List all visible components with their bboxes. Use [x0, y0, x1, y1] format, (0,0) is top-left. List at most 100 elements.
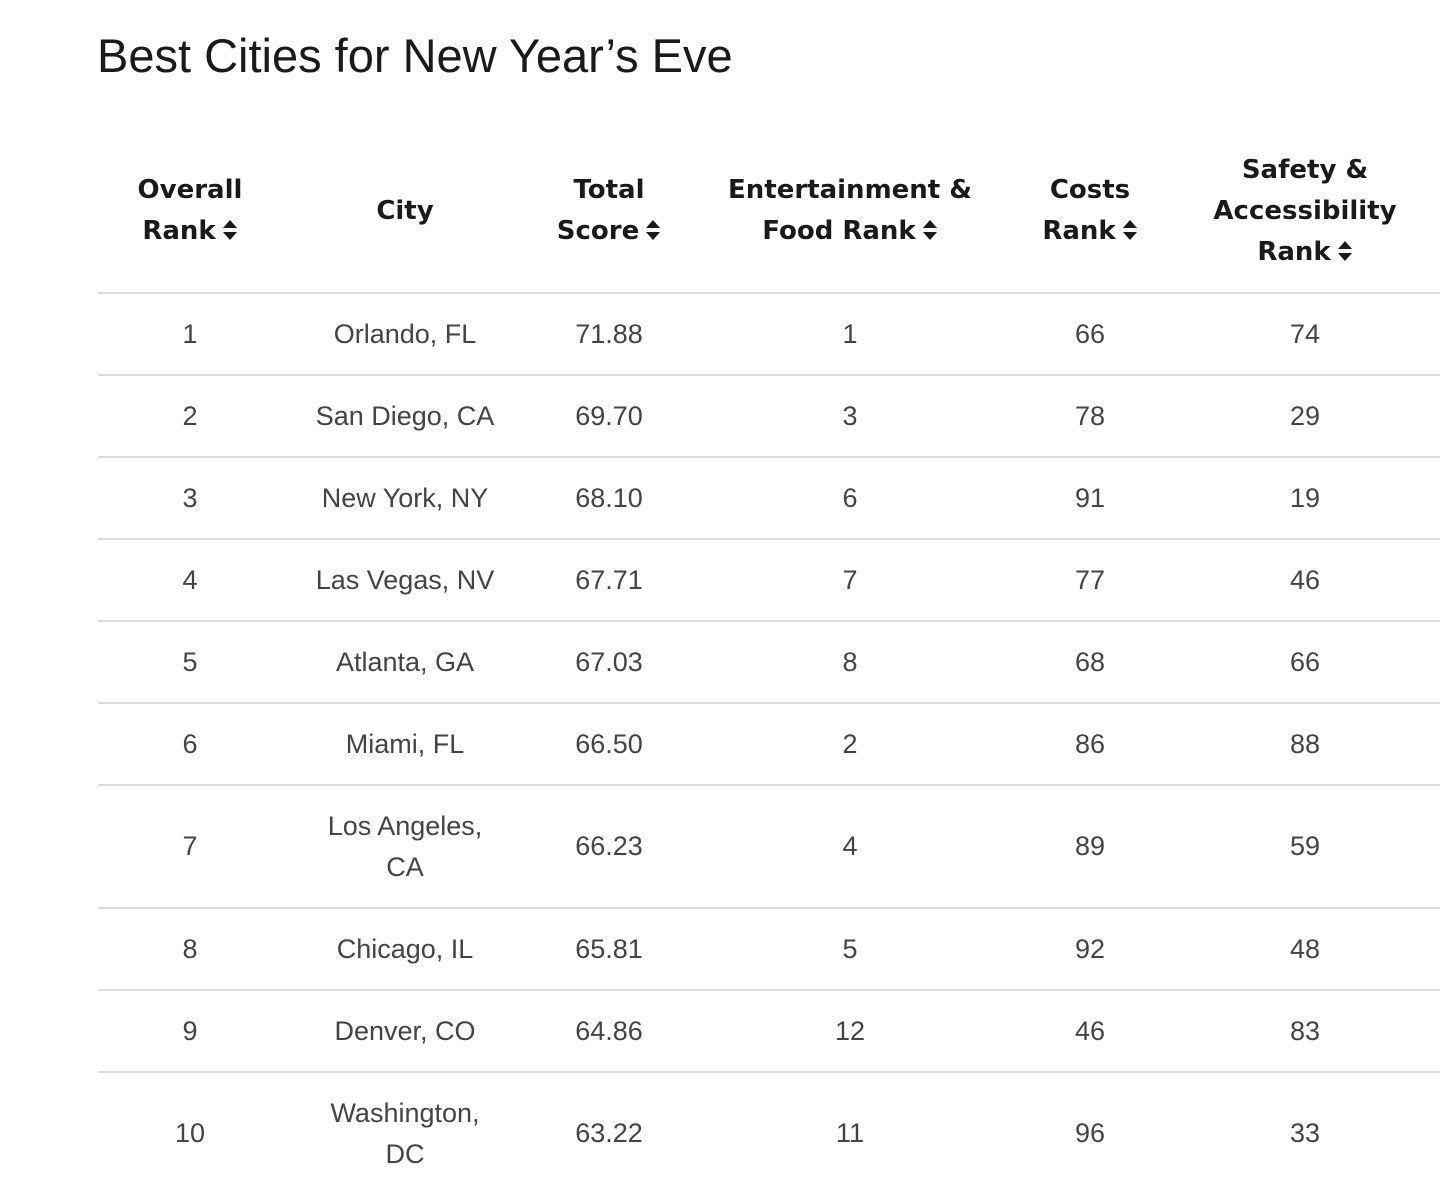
table-row: 8 Chicago, IL 65.81 5 92 48 — [98, 908, 1440, 991]
cell-city: Miami, FL — [282, 703, 528, 786]
cell-total-score: 66.23 — [528, 785, 690, 909]
city-name-line: DC — [385, 1138, 425, 1169]
cell-total-score: 67.71 — [528, 539, 690, 622]
table-row: 9 Denver, CO 64.86 12 46 83 — [98, 990, 1440, 1073]
table-header: Overall Rank City Total Score Entertainment &… — [98, 130, 1440, 294]
cell-costs-rank: 89 — [1010, 785, 1170, 909]
city-name-line: CA — [386, 851, 424, 882]
table-row: 10 Washington, DC 63.22 11 96 33 — [98, 1072, 1440, 1191]
cell-safety-accessibility-rank: 66 — [1170, 621, 1440, 704]
sort-updown-icon[interactable] — [222, 219, 238, 241]
cell-safety-accessibility-rank: 48 — [1170, 908, 1440, 991]
cell-entertainment-food-rank: 3 — [690, 375, 1010, 458]
sort-updown-icon[interactable] — [922, 219, 938, 241]
cell-city: San Diego, CA — [282, 375, 528, 458]
cell-costs-rank: 96 — [1074, 1118, 1106, 1148]
column-header-label: Total — [573, 175, 645, 205]
column-header-label: Safety & — [1241, 154, 1369, 185]
cell-city: Las Vegas, NV — [282, 539, 528, 622]
page-title: Best Cities for New Year’s Eve — [97, 29, 733, 82]
table-header-row: Overall Rank City Total Score Entertainment &… — [98, 130, 1440, 294]
cell-overall-rank: 8 — [98, 908, 282, 991]
cell-safety-accessibility-rank: 46 — [1170, 539, 1440, 622]
cell-costs-rank: 86 — [1010, 703, 1170, 786]
cell-safety-accessibility-rank: 33 — [1289, 1118, 1321, 1148]
column-header-label: Accessibility — [1213, 195, 1397, 226]
cell-overall-rank: 2 — [98, 375, 282, 458]
column-header-total-score[interactable]: Total Score — [528, 130, 690, 294]
column-header-label: Rank — [1042, 216, 1116, 246]
cell-overall-rank: 7 — [98, 785, 282, 909]
ranking-table: Overall Rank City Total Score Entertainment &… — [98, 130, 1440, 1191]
column-header-label: Score — [556, 216, 640, 246]
cell-total-score: 71.88 — [528, 293, 690, 376]
cell-costs-rank: 91 — [1010, 457, 1170, 540]
cell-costs-rank: 92 — [1010, 908, 1170, 991]
table-row: 3 New York, NY 68.10 6 91 19 — [98, 457, 1440, 540]
city-name-line: Atlanta, GA — [335, 646, 475, 677]
table-row: 7 Los Angeles, CA 66.23 4 89 59 — [98, 785, 1440, 909]
cell-entertainment-food-rank: 4 — [690, 785, 1010, 909]
cell-entertainment-food-rank: 6 — [690, 457, 1010, 540]
cell-safety-accessibility-rank: 83 — [1170, 990, 1440, 1073]
cell-city: Atlanta, GA — [282, 621, 528, 704]
cell-total-score: 63.22 — [575, 1118, 643, 1148]
cell-total-score: 69.70 — [528, 375, 690, 458]
city-name-line: Washington, — [330, 1097, 480, 1128]
sort-updown-icon[interactable] — [1337, 240, 1353, 262]
cell-costs-rank: 77 — [1010, 539, 1170, 622]
cell-overall-rank: 10 — [174, 1118, 206, 1148]
column-header-label: Entertainment & — [728, 175, 972, 205]
column-header-label: City — [376, 195, 434, 226]
column-header-label: Rank — [1257, 236, 1331, 267]
cell-costs-rank: 68 — [1010, 621, 1170, 704]
column-header-city: City — [282, 130, 528, 294]
cell-city: New York, NY — [282, 457, 528, 540]
column-header-label: Costs — [1049, 175, 1131, 205]
sort-updown-icon[interactable] — [645, 219, 661, 241]
city-name-line: New York, NY — [321, 482, 489, 513]
cell-entertainment-food-rank: 7 — [690, 539, 1010, 622]
cell-overall-rank: 9 — [98, 990, 282, 1073]
column-header-safety-accessibility-rank[interactable]: Safety & Accessibility Rank — [1170, 130, 1440, 294]
table-row: 6 Miami, FL 66.50 2 86 88 — [98, 703, 1440, 786]
city-name-line: Las Vegas, NV — [315, 564, 495, 595]
cell-city: Denver, CO — [282, 990, 528, 1073]
cell-entertainment-food-rank: 2 — [690, 703, 1010, 786]
cell-overall-rank: 1 — [98, 293, 282, 376]
cell-entertainment-food-rank: 8 — [690, 621, 1010, 704]
cell-city: Orlando, FL — [282, 293, 528, 376]
cell-city: Washington, DC — [282, 1072, 528, 1191]
column-header-costs-rank[interactable]: Costs Rank — [1010, 130, 1170, 294]
table-row: 4 Las Vegas, NV 67.71 7 77 46 — [98, 539, 1440, 622]
table-row: 5 Atlanta, GA 67.03 8 68 66 — [98, 621, 1440, 704]
cell-entertainment-food-rank: 12 — [690, 990, 1010, 1073]
cell-costs-rank: 66 — [1010, 293, 1170, 376]
cell-costs-rank: 46 — [1010, 990, 1170, 1073]
column-header-entertainment-food-rank[interactable]: Entertainment & Food Rank — [690, 130, 1010, 294]
cell-total-score: 68.10 — [528, 457, 690, 540]
cell-total-score: 65.81 — [528, 908, 690, 991]
table-row: 2 San Diego, CA 69.70 3 78 29 — [98, 375, 1440, 458]
cell-overall-rank: 5 — [98, 621, 282, 704]
cell-safety-accessibility-rank: 88 — [1170, 703, 1440, 786]
cell-city: Chicago, IL — [282, 908, 528, 991]
cell-safety-accessibility-rank: 19 — [1170, 457, 1440, 540]
cell-entertainment-food-rank: 11 — [835, 1118, 865, 1148]
cell-overall-rank: 6 — [98, 703, 282, 786]
cell-overall-rank: 4 — [98, 539, 282, 622]
cell-entertainment-food-rank: 1 — [690, 293, 1010, 376]
cell-safety-accessibility-rank: 59 — [1170, 785, 1440, 909]
city-name-line: San Diego, CA — [315, 400, 495, 431]
column-header-label: Rank — [142, 216, 216, 246]
table-body: 1 Orlando, FL 71.88 1 66 74 2 San Diego, CA 69.7… — [98, 293, 1440, 1191]
city-name-line: Chicago, IL — [336, 933, 474, 964]
cell-total-score: 66.50 — [528, 703, 690, 786]
cell-total-score: 64.86 — [528, 990, 690, 1073]
column-header-overall-rank[interactable]: Overall Rank — [98, 130, 282, 294]
column-header-label: Overall — [137, 175, 243, 205]
city-name-line: Orlando, FL — [333, 318, 477, 349]
cell-overall-rank: 3 — [98, 457, 282, 540]
column-header-label: Food Rank — [762, 216, 916, 246]
sort-updown-icon[interactable] — [1122, 219, 1138, 241]
